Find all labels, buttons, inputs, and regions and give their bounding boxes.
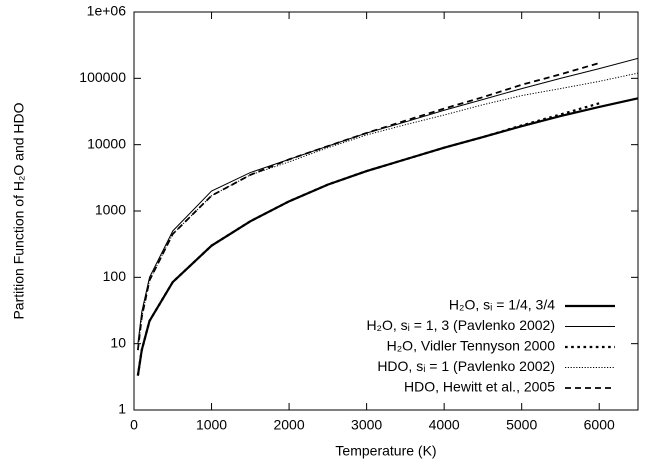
legend-label: H₂O, sᵢ = 1/4, 3/4 bbox=[449, 297, 555, 313]
y-tick-label: 1e+06 bbox=[87, 3, 127, 19]
legend-label: HDO, sᵢ = 1 (Pavlenko 2002) bbox=[377, 358, 555, 374]
x-tick-label: 0 bbox=[130, 417, 138, 433]
y-tick-label: 1000 bbox=[95, 202, 126, 218]
legend-label: H₂O, sᵢ = 1, 3 (Pavlenko 2002) bbox=[366, 317, 555, 333]
y-axis-label: Partition Function of H₂O and HDO bbox=[11, 102, 27, 319]
y-tick-label: 100 bbox=[103, 268, 127, 284]
series-line bbox=[136, 102, 600, 376]
y-tick-label: 100000 bbox=[79, 69, 126, 85]
x-tick-label: 6000 bbox=[584, 417, 615, 433]
series-line bbox=[136, 62, 600, 351]
x-tick-label: 3000 bbox=[351, 417, 382, 433]
legend-label: H₂O, Vidler Tennyson 2000 bbox=[387, 338, 556, 354]
x-tick-label: 4000 bbox=[429, 417, 460, 433]
y-tick-label: 10000 bbox=[87, 135, 126, 151]
x-axis-label: Temperature (K) bbox=[335, 443, 436, 459]
x-tick-label: 2000 bbox=[273, 417, 304, 433]
plot-frame bbox=[133, 11, 639, 411]
legend-label: HDO, Hewitt et al., 2005 bbox=[404, 379, 555, 395]
series-line bbox=[137, 72, 639, 351]
y-tick-label: 10 bbox=[110, 334, 126, 350]
x-tick-label: 5000 bbox=[506, 417, 537, 433]
series-line bbox=[136, 97, 639, 376]
y-tick-label: 1 bbox=[118, 401, 126, 417]
x-tick-label: 1000 bbox=[196, 417, 227, 433]
